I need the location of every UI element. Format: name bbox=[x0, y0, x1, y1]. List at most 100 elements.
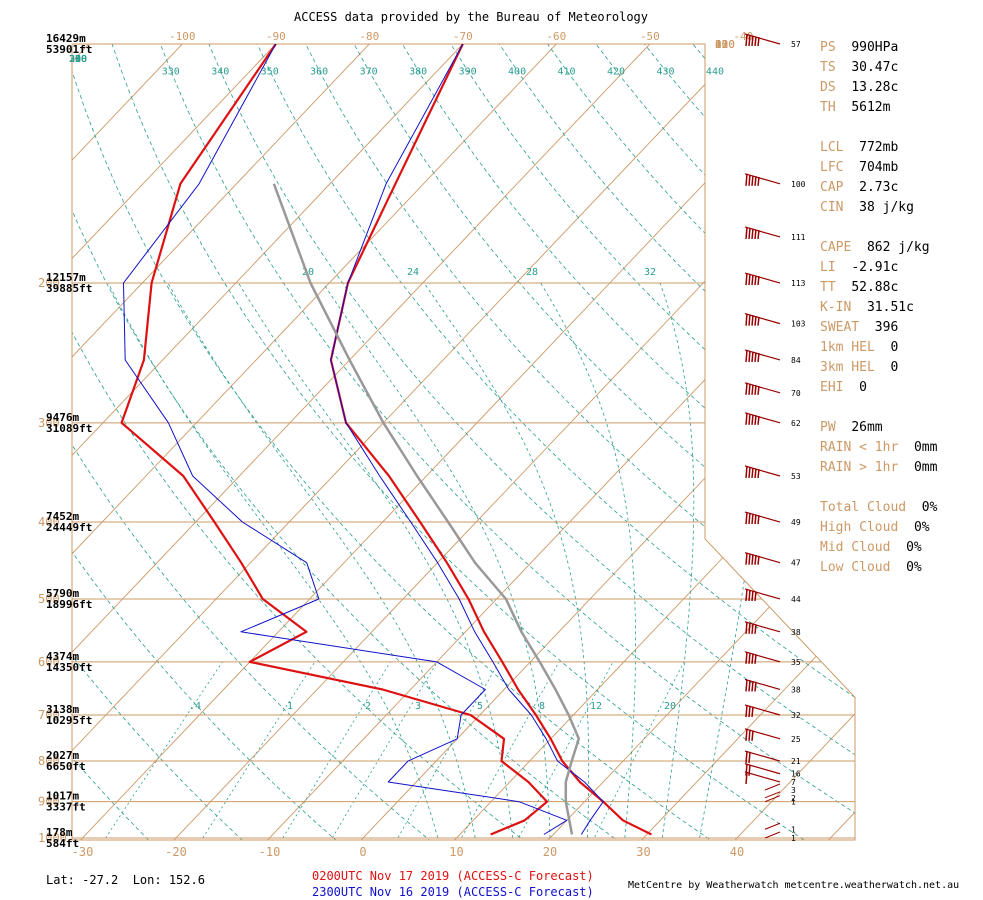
dry-adiabat-line bbox=[72, 44, 638, 840]
wind-speed-label: 25 bbox=[791, 735, 801, 744]
wind-barb-flag bbox=[748, 413, 751, 425]
wind-barb-staff bbox=[744, 382, 781, 394]
wind-barb: 38 bbox=[744, 621, 801, 637]
dry-adiabat-line bbox=[72, 44, 259, 840]
wind-barb-flag bbox=[757, 415, 760, 425]
stat-row: DS 13.28c bbox=[820, 80, 898, 95]
height-m-label: 5790m bbox=[46, 587, 79, 600]
stat-row: LI -2.91c bbox=[820, 260, 898, 275]
wind-barb-flag bbox=[754, 415, 757, 425]
wind-barb-flag bbox=[748, 273, 751, 286]
stat-value: 0 bbox=[890, 340, 899, 355]
wind-barb: 44 bbox=[744, 588, 801, 604]
run-red-label: 0200UTC Nov 17 2019 (ACCESS-C Forecast) bbox=[312, 869, 594, 883]
stat-label: SWEAT bbox=[820, 320, 860, 335]
isotherm-line bbox=[627, 44, 855, 840]
right-isotherm-label: 10 bbox=[715, 38, 728, 51]
mixing-ratio-label: 1 bbox=[287, 701, 293, 712]
chart-title: ACCESS data provided by the Bureau of Me… bbox=[294, 10, 649, 24]
isotherm-line bbox=[72, 44, 779, 840]
height-ft-label: 18996ft bbox=[46, 598, 92, 611]
stat-row: RAIN > 1hr 0mm bbox=[820, 460, 937, 475]
wind-speed-label: 35 bbox=[791, 658, 801, 667]
height-ft-label: 24449ft bbox=[46, 521, 92, 534]
dry-adiabat-line bbox=[72, 44, 354, 840]
mixing-ratio-line bbox=[322, 661, 438, 840]
stat-label: CAP bbox=[820, 180, 844, 195]
stat-label: CIN bbox=[820, 200, 844, 215]
wind-barb-flag bbox=[751, 554, 754, 565]
wind-barb-flag bbox=[745, 465, 748, 479]
wind-barb-flag bbox=[757, 353, 760, 363]
height-ft-label: 584ft bbox=[46, 837, 79, 850]
dry-adiabat-line bbox=[335, 44, 855, 840]
moist-adiabat-line bbox=[107, 282, 439, 839]
theta-e-label: 24 bbox=[407, 267, 419, 278]
isotherm-line bbox=[72, 44, 311, 840]
stat-value: 0% bbox=[906, 560, 922, 575]
theta-e-label: 32 bbox=[644, 267, 656, 278]
wind-barb-flag bbox=[745, 272, 748, 286]
pressure-tick-label: 200 bbox=[38, 276, 60, 290]
stat-row: CAPE 862 j/kg bbox=[820, 240, 930, 255]
stat-value: -2.91c bbox=[851, 260, 899, 275]
wind-speed-label: 100 bbox=[791, 180, 806, 189]
height-m-label: 12157m bbox=[46, 271, 86, 284]
dry-adiabat-line bbox=[72, 44, 543, 840]
dry-adiabat-line bbox=[72, 44, 164, 840]
stat-label: 3km HEL bbox=[820, 360, 875, 375]
dry-adiabat-line bbox=[72, 44, 733, 840]
wind-barb-flag bbox=[745, 173, 748, 186]
stat-value: 0 bbox=[890, 360, 899, 375]
moist-adiabat-line bbox=[322, 282, 551, 839]
wind-speed-label: 1 bbox=[791, 825, 796, 834]
stat-label: Mid Cloud bbox=[820, 540, 891, 555]
stat-label: TT bbox=[820, 280, 836, 295]
wind-barb: 25 bbox=[744, 728, 801, 744]
mixing-ratio-line bbox=[585, 661, 685, 840]
wind-barb-staff bbox=[744, 173, 781, 185]
dry-adiabat-line bbox=[100, 44, 828, 840]
top-theta-label: 400 bbox=[508, 67, 526, 78]
wind-barb-flag bbox=[751, 706, 754, 718]
wind-barb: 7 bbox=[744, 771, 796, 787]
wind-barb-flag bbox=[748, 729, 751, 741]
stat-value: 990HPa bbox=[851, 40, 899, 55]
wind-barb-flag bbox=[745, 621, 748, 634]
stat-row: CAP 2.73c bbox=[820, 180, 898, 195]
wind-speed-label: 38 bbox=[791, 685, 801, 694]
theta-label: 280 bbox=[69, 54, 87, 65]
pressure-tick-label: 500 bbox=[38, 592, 60, 606]
wind-barb: 84 bbox=[744, 349, 801, 365]
wind-barb-staff bbox=[764, 783, 781, 791]
stat-label: TH bbox=[820, 100, 836, 115]
wind-speed-label: 47 bbox=[791, 559, 801, 568]
series-line-2 bbox=[330, 44, 604, 835]
theta-e-label: 28 bbox=[526, 267, 538, 278]
wind-barb-flag bbox=[745, 763, 748, 776]
stat-value: 0% bbox=[906, 540, 922, 555]
wind-barb-flag bbox=[751, 590, 754, 602]
theta-e-label: 20 bbox=[302, 267, 314, 278]
stat-value: 0% bbox=[913, 520, 930, 535]
wind-speed-label: 53 bbox=[791, 472, 801, 481]
wind-speed-label: 62 bbox=[791, 419, 801, 428]
wind-barb: 111 bbox=[744, 226, 806, 242]
wind-barb-flag bbox=[754, 176, 757, 186]
wind-barb-flag bbox=[757, 276, 760, 286]
wind-barb: 3 bbox=[764, 783, 796, 795]
right-isotherm-label: -20 bbox=[715, 38, 735, 51]
isotherm-line bbox=[72, 44, 685, 840]
right-isotherm-label: 20 bbox=[715, 38, 728, 51]
series-line-1 bbox=[120, 44, 549, 836]
top-temperature-label: -60 bbox=[546, 30, 566, 43]
wind-barb-flag bbox=[757, 555, 760, 565]
wind-barb-flag bbox=[745, 226, 748, 240]
mixing-ratio-label: 3 bbox=[415, 701, 421, 712]
wind-barb-flag bbox=[751, 730, 754, 741]
wind-barb-flag bbox=[754, 275, 757, 286]
wind-barb-flag bbox=[754, 514, 757, 525]
top-theta-label: 340 bbox=[211, 67, 229, 78]
stat-value: 772mb bbox=[859, 140, 899, 155]
wind-barb: 49 bbox=[744, 511, 801, 527]
